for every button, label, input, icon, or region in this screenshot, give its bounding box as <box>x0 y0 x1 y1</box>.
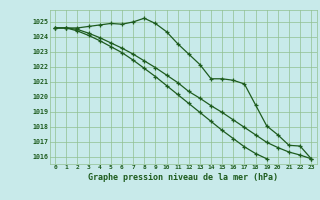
X-axis label: Graphe pression niveau de la mer (hPa): Graphe pression niveau de la mer (hPa) <box>88 173 278 182</box>
